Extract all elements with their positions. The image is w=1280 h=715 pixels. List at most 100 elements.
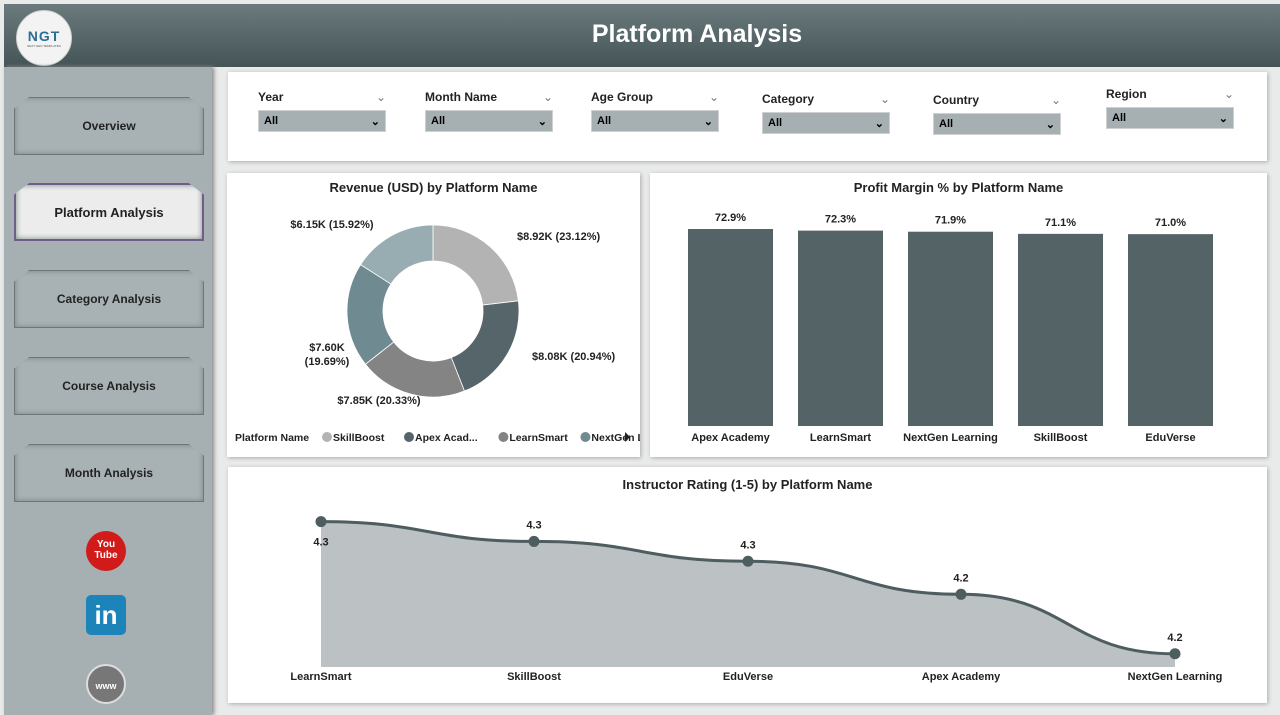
filter-region[interactable]: Region ⌄ All ⌄ — [1106, 87, 1234, 129]
legend-entry: LearnSmart — [509, 432, 568, 444]
filter-dropdown[interactable]: All ⌄ — [591, 110, 719, 132]
bar — [798, 230, 883, 426]
nav-label: Category Analysis — [56, 292, 162, 306]
rating-area-chart: 4.3 LearnSmart 4.3 SkillBoost 4.3 EduVerse 4.2… — [290, 516, 1223, 683]
filter-label: Month Name ⌄ — [425, 90, 553, 104]
area-fill — [321, 521, 1175, 667]
filter-label: Year ⌄ — [258, 90, 386, 104]
ngt-logo: NGT NEXT GEN TEMPLATES — [16, 10, 72, 66]
x-tick-label: NextGen Learning — [903, 432, 998, 444]
page-title: Platform Analysis — [591, 20, 803, 48]
x-tick-label: EduVerse — [1145, 432, 1195, 444]
data-label: 71.9% — [935, 215, 966, 227]
chevron-down-icon[interactable]: ⌄ — [708, 90, 719, 104]
nav-overview[interactable]: Overview — [14, 97, 204, 155]
donut-slice — [360, 224, 434, 285]
data-label: 4.3 — [526, 519, 541, 531]
data-label: $6.15K (15.92%) — [290, 219, 373, 231]
legend-marker — [322, 432, 332, 442]
legend-marker — [404, 432, 414, 442]
linkedin-icon[interactable]: in — [86, 595, 126, 635]
revenue-donut-panel: Revenue (USD) by Platform Name $8.92K (2… — [227, 173, 640, 457]
legend-entry: NextGen L... — [591, 432, 640, 444]
x-tick-label: SkillBoost — [507, 671, 561, 683]
nav-category-analysis[interactable]: Category Analysis — [14, 270, 204, 328]
donut-slice — [432, 224, 519, 306]
chevron-down-icon: ⌄ — [1218, 113, 1228, 125]
filter-dropdown[interactable]: All ⌄ — [762, 112, 890, 134]
profit-bar-panel: Profit Margin % by Platform Name 72.9% Ap… — [650, 173, 1267, 457]
nav-label: Month Analysis — [64, 466, 154, 480]
chevron-down-icon: ⌄ — [703, 116, 713, 128]
filter-dropdown[interactable]: All ⌄ — [933, 113, 1061, 135]
revenue-donut-chart: $8.92K (23.12%) $8.08K (20.94%) $7.85K (20… — [235, 219, 640, 444]
filter-category[interactable]: Category ⌄ All ⌄ — [762, 92, 890, 134]
data-label: $8.08K (20.94%) — [532, 351, 615, 363]
bar — [1018, 233, 1103, 426]
legend-entry: SkillBoost — [333, 432, 385, 444]
filter-month-name[interactable]: Month Name ⌄ All ⌄ — [425, 90, 553, 132]
nav-course-analysis[interactable]: Course Analysis — [14, 357, 204, 415]
x-tick-label: EduVerse — [723, 671, 773, 683]
data-label: 4.3 — [740, 539, 755, 551]
legend-next-arrow-icon[interactable] — [625, 432, 630, 442]
bar — [908, 231, 993, 426]
profit-bar-chart: 72.9% Apex Academy 72.3% LearnSmart 71.9% Nex… — [688, 212, 1213, 444]
chevron-down-icon: ⌄ — [874, 118, 884, 130]
data-point — [528, 535, 540, 547]
x-tick-label: LearnSmart — [810, 432, 871, 444]
legend-title: Platform Name — [235, 432, 309, 444]
data-point — [315, 516, 327, 528]
data-point — [742, 555, 754, 567]
data-label: $7.60K — [309, 342, 345, 354]
filter-year[interactable]: Year ⌄ All ⌄ — [258, 90, 386, 132]
filter-dropdown[interactable]: All ⌄ — [425, 110, 553, 132]
chevron-down-icon[interactable]: ⌄ — [375, 90, 386, 104]
chevron-down-icon[interactable]: ⌄ — [879, 92, 890, 106]
data-label: 4.2 — [953, 572, 968, 584]
data-label: 4.2 — [1167, 632, 1182, 644]
chevron-down-icon[interactable]: ⌄ — [542, 90, 553, 104]
chart-title: Profit Margin % by Platform Name — [853, 180, 1064, 195]
data-label: 4.3 — [313, 537, 328, 549]
x-tick-label: LearnSmart — [290, 671, 351, 683]
data-point — [1169, 648, 1181, 660]
legend-marker — [498, 432, 509, 442]
data-label: (19.69%) — [305, 356, 350, 368]
data-label: 71.0% — [1155, 217, 1186, 229]
donut-slice — [450, 300, 520, 392]
x-tick-label: SkillBoost — [1034, 432, 1088, 444]
filter-label: Age Group ⌄ — [591, 90, 719, 104]
chevron-down-icon[interactable]: ⌄ — [1050, 93, 1061, 107]
nav-platform-analysis[interactable]: Platform Analysis — [14, 183, 204, 241]
bar — [688, 229, 773, 426]
filter-label: Region ⌄ — [1106, 87, 1234, 101]
nav-label: Overview — [82, 119, 136, 133]
globe-www-icon[interactable]: www — [86, 664, 126, 704]
legend-entry: Apex Acad... — [415, 432, 478, 444]
filter-age-group[interactable]: Age Group ⌄ All ⌄ — [591, 90, 719, 132]
chart-title: Instructor Rating (1-5) by Platform Name — [622, 477, 873, 492]
data-point — [955, 588, 967, 600]
filter-label: Country ⌄ — [933, 93, 1061, 107]
chart-title: Revenue (USD) by Platform Name — [329, 180, 538, 195]
chevron-down-icon: ⌄ — [537, 116, 547, 128]
nav-month-analysis[interactable]: Month Analysis — [14, 444, 204, 502]
youtube-icon[interactable]: You Tube — [86, 531, 126, 571]
filter-country[interactable]: Country ⌄ All ⌄ — [933, 93, 1061, 135]
x-tick-label: NextGen Learning — [1128, 671, 1223, 683]
rating-area-panel: Instructor Rating (1-5) by Platform Name… — [228, 467, 1267, 703]
bar — [1128, 234, 1213, 426]
nav-label: Platform Analysis — [54, 204, 164, 220]
filter-dropdown[interactable]: All ⌄ — [258, 110, 386, 132]
filter-panel: Year ⌄ All ⌄ Month Name ⌄ All ⌄ Age Group ⌄ All… — [228, 72, 1267, 161]
x-tick-label: Apex Academy — [691, 432, 770, 444]
legend-marker — [580, 432, 591, 442]
sidebar: Overview Platform Analysis Category Anal… — [4, 67, 212, 715]
chevron-down-icon[interactable]: ⌄ — [1223, 87, 1234, 101]
header-bar: NGT NEXT GEN TEMPLATES Platform Analysis — [4, 4, 1280, 67]
chevron-down-icon: ⌄ — [370, 116, 380, 128]
data-label: 72.3% — [825, 214, 856, 226]
data-label: $7.85K (20.33%) — [337, 395, 420, 407]
filter-dropdown[interactable]: All ⌄ — [1106, 107, 1234, 129]
